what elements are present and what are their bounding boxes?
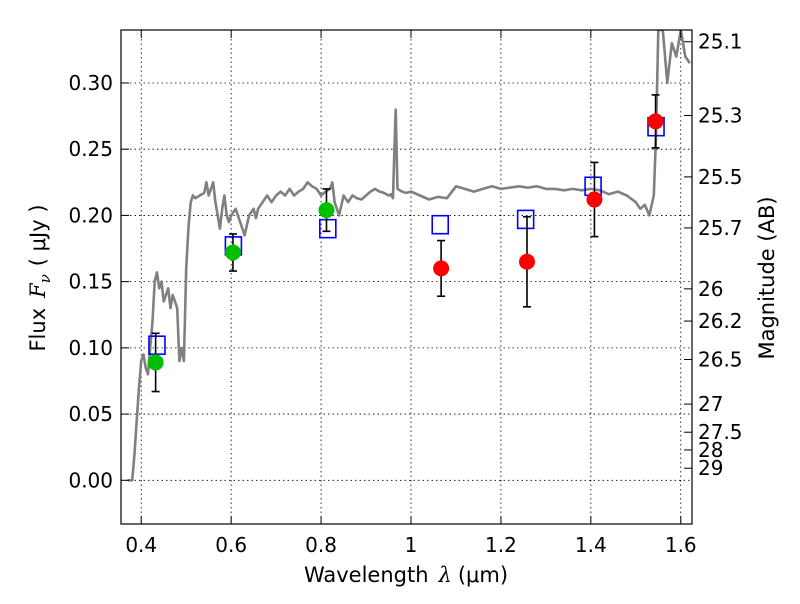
observed-point	[518, 253, 535, 270]
x-tick-label: 1.2	[485, 533, 517, 557]
y2-tick-label: 26	[698, 277, 723, 301]
y2-tick-label: 28	[698, 438, 723, 462]
model-photometry-square	[319, 218, 337, 239]
observed-point	[586, 191, 603, 208]
x-tick-label: 0.8	[305, 533, 337, 557]
y-tick-label: 0.15	[68, 270, 113, 294]
x-tick-label: 1.6	[665, 533, 697, 557]
x-tick-label: 0.4	[125, 533, 157, 557]
observed-point	[318, 202, 335, 219]
y-tick-label: 0.00	[68, 468, 113, 492]
observed-point	[647, 113, 664, 130]
y2-tick-label: 25.1	[698, 30, 743, 54]
observed-point	[147, 354, 164, 371]
y2-tick-label: 26.2	[698, 309, 743, 333]
model-photometry-square	[431, 214, 450, 235]
plot-frame	[120, 29, 693, 525]
y2-tick-label: 27.5	[698, 420, 743, 444]
y-tick-label: 0.30	[68, 71, 113, 95]
y2-tick-label: 25.3	[698, 104, 743, 128]
model-photometry-square	[516, 209, 535, 230]
y2-tick-label: 25.7	[698, 216, 743, 240]
y2-tick-label: 27	[698, 392, 723, 416]
x-tick-label: 1.4	[575, 533, 607, 557]
model-spectrum-line	[127, 30, 691, 482]
model-spectrum-layer	[127, 30, 691, 482]
markers-layer	[147, 94, 665, 393]
x-tick-label: 1	[405, 533, 418, 557]
y2-tick-label: 25.5	[698, 165, 743, 189]
observed-point	[224, 244, 241, 261]
observed-point	[433, 260, 450, 277]
model-photometry-square	[148, 335, 166, 356]
y2-tick-label: 26.5	[698, 348, 743, 372]
y2-tick-label: 29	[698, 456, 723, 480]
y-tick-label: 0.05	[68, 402, 113, 426]
y-tick-label: 0.20	[68, 203, 113, 227]
y-tick-label: 0.10	[68, 336, 113, 360]
ticks: 0.4 0.6 0.8 1 1.2 1.4 1.6 0.00 0.05 0.10 0.15 0.20 0…	[68, 30, 742, 557]
x-tick-label: 0.6	[215, 533, 247, 557]
y-tick-label: 0.25	[68, 137, 113, 161]
y-axis-title: FluxFν( μJy )	[26, 204, 54, 351]
x-axis-title: Wavelength λ (μm)	[304, 563, 508, 587]
grid	[121, 30, 692, 524]
y2-axis-title: Magnitude (AB)	[755, 196, 779, 359]
